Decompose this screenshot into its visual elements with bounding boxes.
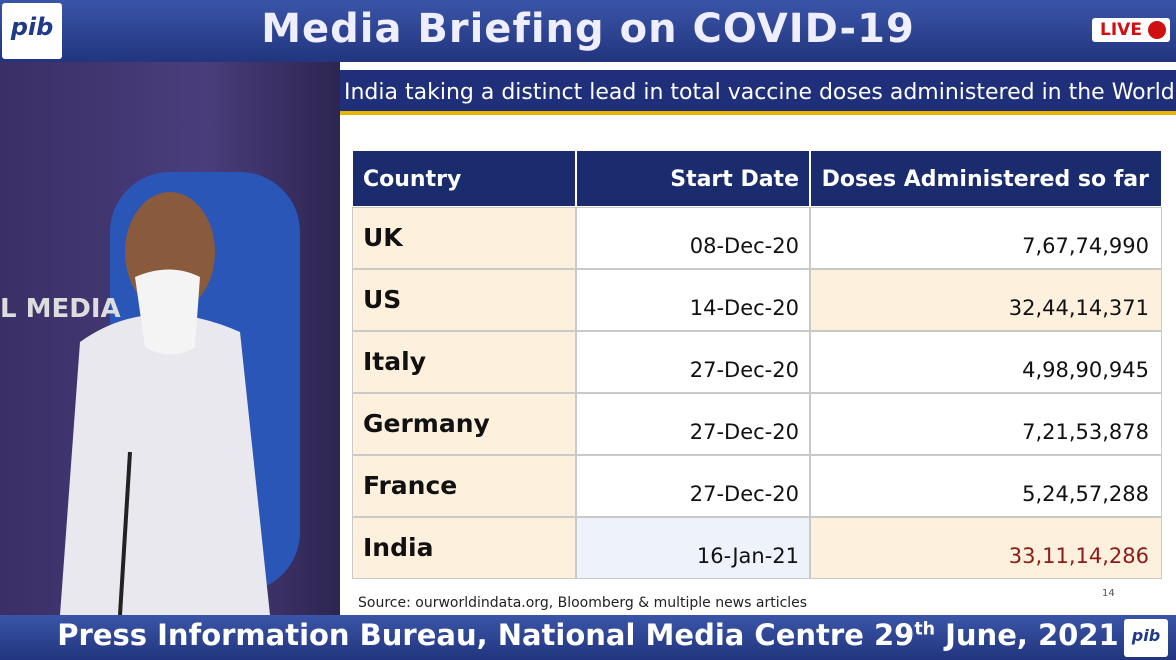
table-cell: 27-Dec-20 bbox=[576, 331, 810, 393]
page-number: 14 bbox=[1102, 588, 1115, 599]
footer-text: Press Information Bureau, National Media… bbox=[0, 618, 1176, 652]
table-cell: Italy bbox=[352, 331, 576, 393]
note-text: June 2021) bbox=[1116, 126, 1174, 138]
table-cell: UK bbox=[352, 207, 576, 269]
table-cell: 4,98,90,945 bbox=[810, 331, 1162, 393]
shirt bbox=[60, 314, 270, 615]
table-cell: 27-Dec-20 bbox=[576, 455, 810, 517]
header-title: Media Briefing on COVID-19 bbox=[261, 6, 915, 52]
table-row: Italy 27-Dec-20 4,98,90,945 bbox=[352, 331, 1162, 393]
footer-bar: Press Information Bureau, National Media… bbox=[0, 615, 1176, 660]
table-row: Germany 27-Dec-20 7,21,53,878 bbox=[352, 393, 1162, 455]
column-header: Start Date bbox=[576, 150, 810, 207]
table-cell: Germany bbox=[352, 393, 576, 455]
table-cell: France bbox=[352, 455, 576, 517]
footer-sup: th bbox=[914, 619, 936, 640]
slide: India taking a distinct lead in total va… bbox=[340, 62, 1176, 615]
table-row: US 14-Dec-20 32,44,14,371 bbox=[352, 269, 1162, 331]
table-cell: 27-Dec-20 bbox=[576, 393, 810, 455]
table-cell: 16-Jan-21 bbox=[576, 517, 810, 579]
source: Source: ourworldindata.org, Bloomberg & … bbox=[358, 595, 808, 611]
footer-part: June, 2021 bbox=[935, 618, 1119, 652]
header-bar: pib Media Briefing on COVID-19 LIVE bbox=[0, 0, 1176, 62]
mask bbox=[135, 269, 200, 355]
footer-part: Press Information Bureau, National Media… bbox=[57, 618, 915, 652]
table-row: France 27-Dec-20 5,24,57,288 bbox=[352, 455, 1162, 517]
live-badge: LIVE bbox=[1092, 18, 1170, 42]
table-row: UK 08-Dec-20 7,67,74,990 bbox=[352, 207, 1162, 269]
column-header: Country bbox=[352, 150, 576, 207]
table-row: India 16-Jan-21 33,11,14,286 bbox=[352, 517, 1162, 579]
column-header: Doses Administered so far bbox=[810, 150, 1162, 207]
table-cell: 7,67,74,990 bbox=[810, 207, 1162, 269]
slide-title: India taking a distinct lead in total va… bbox=[340, 70, 1176, 137]
note-text: (as on 29 bbox=[1063, 126, 1111, 138]
note-sup: th bbox=[1110, 125, 1117, 132]
table-cell: 33,11,14,286 bbox=[810, 517, 1162, 579]
table-cell: US bbox=[352, 269, 576, 331]
backdrop-text: L MEDIA bbox=[0, 294, 121, 324]
table-cell: 32,44,14,371 bbox=[810, 269, 1162, 331]
footer-logo: pib bbox=[1124, 619, 1168, 657]
microphone bbox=[118, 451, 132, 616]
table-cell: India bbox=[352, 517, 576, 579]
video-feed: L MEDIA bbox=[0, 62, 340, 616]
table-cell: 14-Dec-20 bbox=[576, 269, 810, 331]
date-note: (as on 29th June 2021) bbox=[1064, 106, 1174, 154]
table-cell: 5,24,57,288 bbox=[810, 455, 1162, 517]
header-row: Country Start Date Doses Administered so f… bbox=[352, 150, 1162, 212]
speaker-image: L MEDIA bbox=[0, 172, 300, 616]
slide-title-text: India taking a distinct lead in total va… bbox=[344, 80, 1175, 105]
table-cell: 08-Dec-20 bbox=[576, 207, 810, 269]
table-cell: 7,21,53,878 bbox=[810, 393, 1162, 455]
logo: pib bbox=[2, 3, 62, 59]
